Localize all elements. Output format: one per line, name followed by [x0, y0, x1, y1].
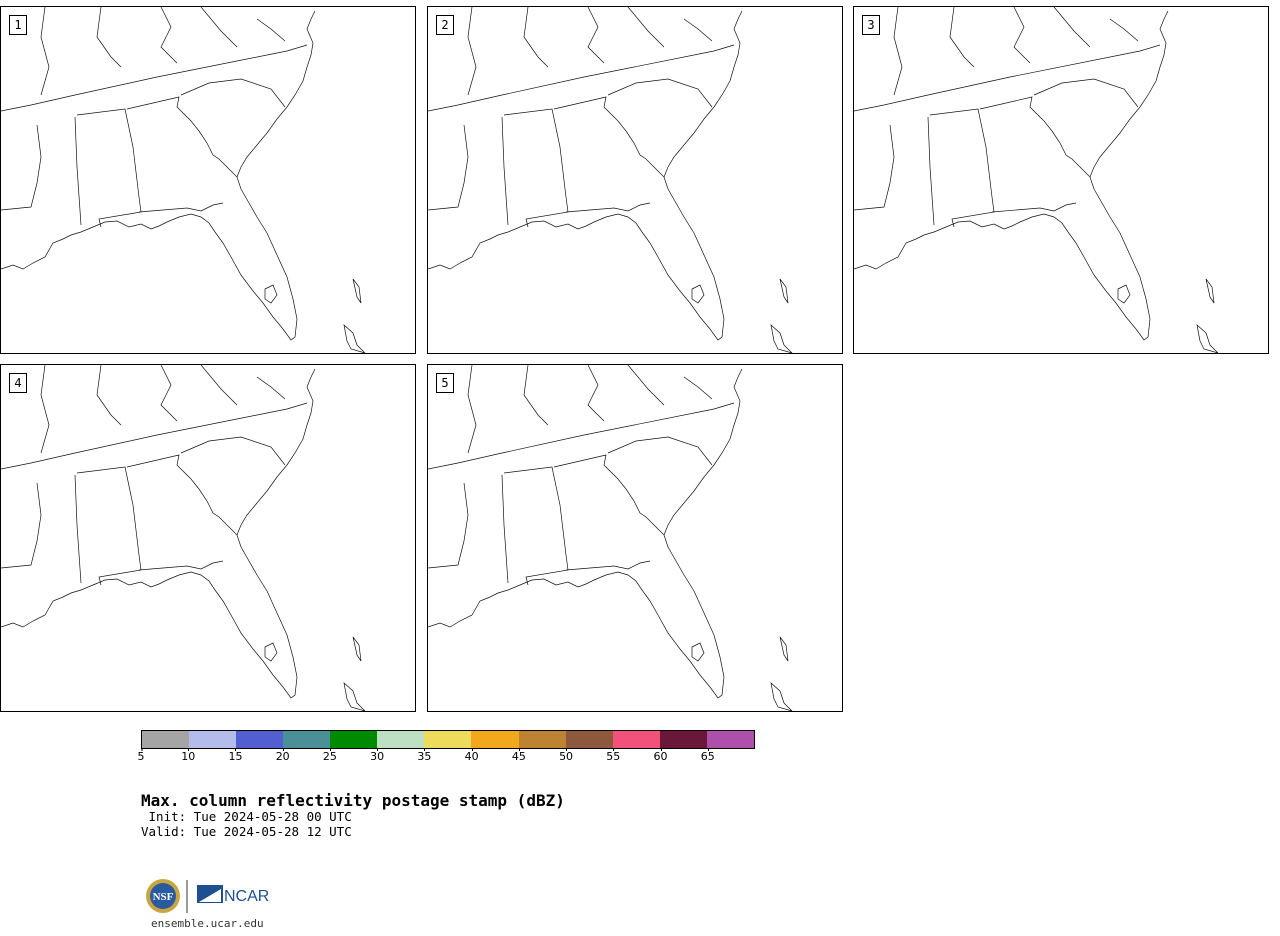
init-time: Init: Tue 2024-05-28 00 UTC	[141, 809, 352, 824]
colorbar-segment	[424, 731, 472, 748]
basemap	[1, 365, 366, 711]
ncar-logo-icon: NCAR	[197, 885, 269, 905]
colorbar-segment	[142, 731, 190, 748]
panel-number: 5	[436, 373, 454, 393]
website-link[interactable]: ensemble.ucar.edu	[151, 917, 264, 930]
colorbar-tick-label: 15	[228, 748, 243, 763]
colorbar-segment	[283, 731, 331, 748]
colorbar-tick-label: 40	[464, 748, 479, 763]
colorbar-segment	[471, 731, 519, 748]
panel-number: 4	[9, 373, 27, 393]
colorbar-tick-label: 50	[559, 748, 574, 763]
svg-text:NSF: NSF	[153, 891, 174, 903]
panel-number: 3	[862, 15, 880, 35]
basemap	[428, 365, 793, 711]
logo-area: NSF NCAR	[145, 877, 275, 917]
colorbar-tick-label: 25	[322, 748, 337, 763]
colorbar-segment	[612, 731, 660, 748]
basemap	[428, 7, 793, 353]
colorbar-segment	[565, 731, 613, 748]
panel-number: 2	[436, 15, 454, 35]
colorbar-tick-label: 55	[606, 748, 621, 763]
basemap	[854, 7, 1219, 353]
member-panel-2: 2	[427, 6, 843, 354]
plot-title: Max. column reflectivity postage stamp (…	[141, 791, 565, 810]
nsf-logo-icon: NSF	[146, 879, 180, 913]
colorbar-segment	[518, 731, 566, 748]
colorbar-tick-label: 35	[417, 748, 432, 763]
svg-text:NCAR: NCAR	[224, 888, 269, 905]
colorbar-segment	[330, 731, 378, 748]
member-panel-3: 3	[853, 6, 1269, 354]
colorbar-ticks: 5 10 15 20 25 30 35 40 45 50 55 60 65	[137, 748, 755, 770]
colorbar-segment	[189, 731, 237, 748]
member-panel-1: 1	[0, 6, 416, 354]
colorbar-segment	[659, 731, 707, 748]
member-panel-4: 4	[0, 364, 416, 712]
colorbar	[141, 730, 755, 749]
colorbar-segment	[706, 731, 754, 748]
basemap	[1, 7, 366, 353]
colorbar-segment	[377, 731, 425, 748]
member-panel-5: 5	[427, 364, 843, 712]
colorbar-tick-label: 20	[275, 748, 290, 763]
colorbar-tick-label: 10	[181, 748, 196, 763]
colorbar-tick-label: 60	[653, 748, 668, 763]
panel-number: 1	[9, 15, 27, 35]
colorbar-tick-label: 5	[137, 748, 145, 763]
colorbar-segment	[236, 731, 284, 748]
colorbar-tick-label: 30	[370, 748, 385, 763]
colorbar-tick-label: 65	[700, 748, 715, 763]
colorbar-tick-label: 45	[511, 748, 526, 763]
valid-time: Valid: Tue 2024-05-28 12 UTC	[141, 824, 352, 839]
nsf-ncar-logo: NSF NCAR	[146, 879, 269, 913]
